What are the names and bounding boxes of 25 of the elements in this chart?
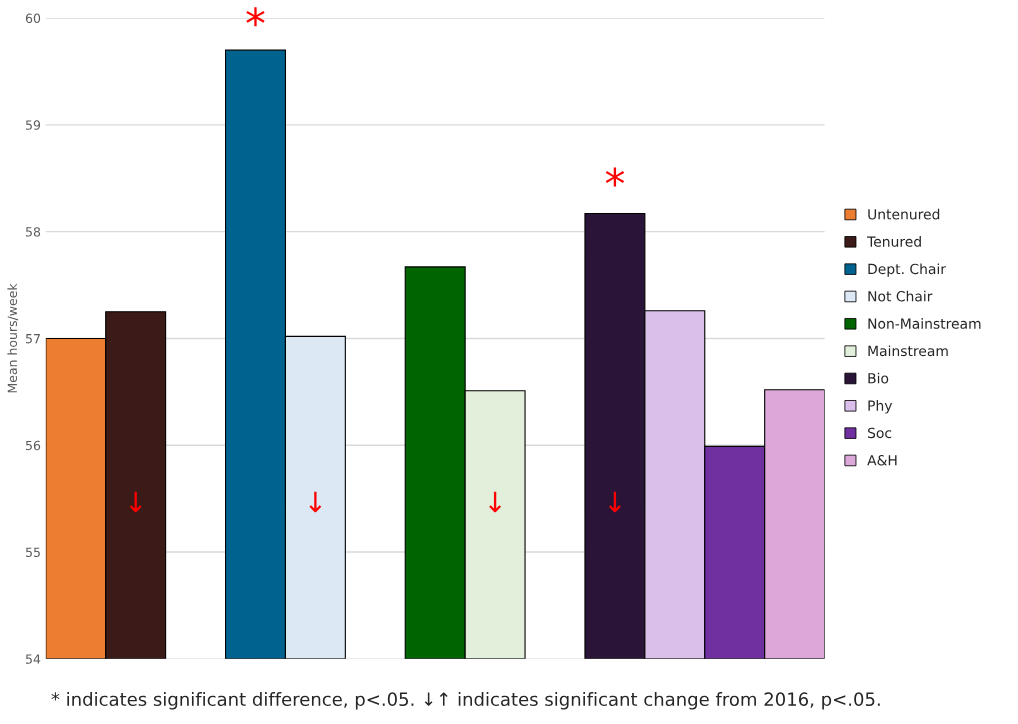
- y-tick-label: 55: [26, 547, 40, 557]
- annotation: *: [246, 7, 265, 27]
- y-tick-label: 59: [26, 120, 41, 130]
- y-axis-title: Mean hours/week: [7, 283, 19, 393]
- annotation: ↓: [129, 491, 142, 513]
- legend-label: Tenured: [867, 236, 921, 247]
- legend-label: Mainstream: [868, 345, 948, 357]
- y-tick-label: 60: [25, 13, 41, 24]
- y-tick-label: 56: [26, 440, 41, 451]
- annotation: *: [605, 167, 625, 187]
- text: * indicates significant difference, p<.05. ↓↑ indicates significant change from 2016, p<.05.: [51, 692, 880, 710]
- y-tick-label: 57: [26, 334, 40, 344]
- y-tick-label: 54: [26, 654, 41, 664]
- annotation: ↓: [309, 491, 322, 513]
- legend-label: Soc: [868, 427, 892, 439]
- y-tick-label: 58: [26, 227, 41, 237]
- legend-label: A&H: [867, 454, 897, 466]
- legend-label: Untenured: [868, 208, 940, 220]
- legend-label: Not Chair: [868, 290, 933, 302]
- legend-label: Bio: [868, 372, 889, 384]
- annotation: ↓: [608, 491, 621, 513]
- annotation: ↓: [489, 491, 502, 513]
- legend-label: Non-Mainstream: [868, 318, 981, 329]
- legend-label: Phy: [868, 400, 893, 414]
- legend-label: Dept. Chair: [868, 263, 946, 277]
